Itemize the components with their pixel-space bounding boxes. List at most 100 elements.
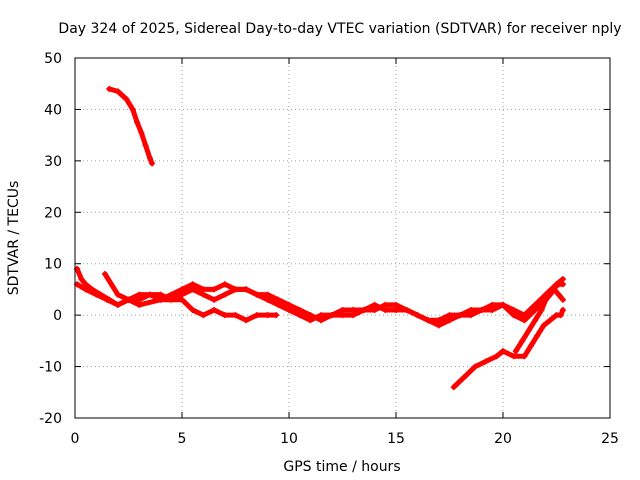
data-point <box>521 317 528 324</box>
data-point <box>555 291 562 298</box>
series-track-d <box>101 271 280 324</box>
data-point <box>78 276 85 283</box>
x-axis-title: GPS time / hours <box>283 459 400 475</box>
data-point <box>435 322 442 329</box>
data-point <box>273 312 280 319</box>
x-tick-label: 5 <box>178 431 187 447</box>
data-point <box>510 353 517 360</box>
data-point <box>489 307 496 313</box>
data-point <box>467 312 474 319</box>
data-point <box>318 312 325 319</box>
data-point <box>296 307 303 313</box>
data-point <box>551 286 558 293</box>
data-point <box>264 296 271 303</box>
data-point <box>125 296 132 303</box>
data-point <box>211 286 218 293</box>
data-point <box>472 363 479 370</box>
data-point <box>557 312 564 319</box>
data-point <box>232 312 239 319</box>
y-tick-label: 20 <box>44 205 62 221</box>
data-point <box>136 291 143 298</box>
data-point <box>393 301 399 308</box>
data-point <box>553 281 560 288</box>
series-line <box>106 86 155 166</box>
data-point <box>264 291 271 298</box>
data-point <box>200 286 207 293</box>
data-point <box>179 296 185 303</box>
data-point <box>123 96 130 103</box>
data-point <box>525 327 532 334</box>
data-point <box>200 312 207 319</box>
data-point <box>403 307 410 313</box>
data-point <box>446 317 453 324</box>
data-point <box>106 85 113 92</box>
data-point <box>360 307 367 313</box>
data-point <box>478 307 485 313</box>
plot-frame <box>74 57 611 419</box>
data-point <box>450 384 457 391</box>
data-point <box>275 301 282 308</box>
data-point <box>519 337 526 344</box>
y-axis-title: SDTVAR / TECUs <box>6 181 22 296</box>
data-point <box>461 373 468 380</box>
data-point <box>510 312 517 319</box>
data-point <box>512 348 519 355</box>
data-point <box>350 312 357 319</box>
data-point <box>296 312 303 319</box>
x-tick-label: 0 <box>71 431 80 447</box>
data-point <box>104 296 111 303</box>
data-point <box>382 307 389 313</box>
data-point <box>93 291 100 298</box>
data-point <box>339 307 346 313</box>
data-point <box>232 286 239 293</box>
data-point <box>211 307 218 313</box>
data-point <box>264 312 271 319</box>
data-point <box>559 276 566 283</box>
data-point <box>114 301 121 308</box>
series-track-c <box>74 276 566 329</box>
data-point <box>425 317 432 324</box>
data-point <box>510 307 517 313</box>
data-point <box>243 317 250 324</box>
data-point <box>146 291 153 298</box>
data-point <box>146 155 153 162</box>
data-point <box>318 317 325 324</box>
data-point <box>482 358 489 365</box>
x-tick-label: 20 <box>494 431 512 447</box>
x-tick-label: 15 <box>387 431 405 447</box>
data-point <box>489 301 496 308</box>
data-point <box>559 307 566 313</box>
data-point <box>500 301 506 308</box>
data-point <box>414 312 421 319</box>
data-point <box>382 301 389 308</box>
data-point <box>371 307 378 313</box>
data-point <box>547 317 554 324</box>
data-point <box>189 286 196 293</box>
data-point <box>114 88 121 95</box>
data-point <box>149 160 156 167</box>
data-point <box>532 317 539 324</box>
data-point <box>393 307 399 313</box>
data-point <box>136 301 143 308</box>
data-point <box>307 312 314 319</box>
data-point <box>457 312 464 319</box>
data-point <box>521 312 528 319</box>
y-tick-label: 30 <box>44 154 62 170</box>
data-point <box>200 291 207 298</box>
data-point <box>542 296 549 303</box>
series-line <box>451 307 566 390</box>
data-point <box>142 142 149 149</box>
data-point <box>157 296 164 303</box>
data-point <box>286 301 292 308</box>
x-tick-label: 10 <box>280 431 298 447</box>
data-point <box>527 343 534 349</box>
data-point <box>168 291 175 298</box>
data-point <box>253 291 260 298</box>
data-point <box>467 307 474 313</box>
data-point <box>82 286 89 293</box>
data-point <box>350 307 357 313</box>
data-point <box>243 286 250 293</box>
data-point <box>286 307 292 313</box>
data-point <box>547 291 554 298</box>
data-series <box>74 85 566 391</box>
